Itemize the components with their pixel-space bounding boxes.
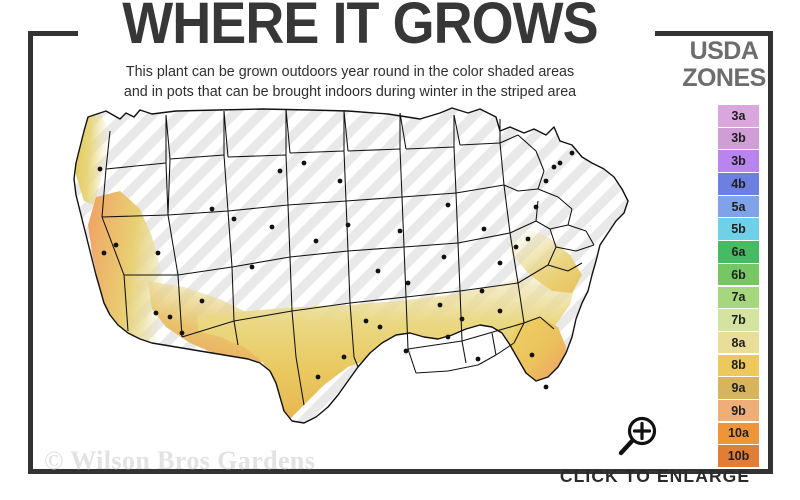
legend-swatch-label: 10b (727, 449, 750, 464)
legend-swatch-label: 5b (731, 222, 746, 237)
frame-border-right (768, 31, 773, 474)
page-title: WHERE IT GROWS (122, 0, 598, 56)
map-state-outlines (73, 107, 629, 424)
frame-border-bottom (28, 469, 773, 474)
magnifier-plus-svg (618, 416, 657, 456)
frame-border-top-right (655, 31, 773, 36)
legend-swatch-label: 5a (731, 199, 746, 214)
legend-swatch-9b-13[interactable]: 9b (718, 399, 759, 422)
legend-swatch-9a-12[interactable]: 9a (718, 377, 759, 399)
watermark-credit: © Wilson Bros Gardens (44, 446, 316, 475)
legend-swatch-10a-14[interactable]: 10a (718, 422, 759, 445)
legend-heading: USDA ZONES (672, 38, 776, 92)
legend-swatch-10b-15[interactable]: 10b (718, 445, 759, 467)
click-to-enlarge-label[interactable]: CLICK TO ENLARGE (559, 466, 751, 486)
legend-swatch-label: 3a (731, 108, 746, 123)
legend-zone-list: 3a 3b 3b 4b 5a 5b 6a 6b 7a 7b 8a 8b 9a 9b 10a 10b (718, 105, 759, 468)
legend-swatch-label: 8a (731, 335, 746, 350)
usda-zone-map[interactable] (48, 105, 658, 435)
legend-swatch-label: 6b (731, 267, 746, 282)
legend-swatch-3b-1[interactable]: 3b (718, 127, 759, 150)
frame-border-left (28, 31, 33, 474)
legend-swatch-6a-6[interactable]: 6a (718, 241, 759, 263)
legend-heading-line-1: USDA (689, 37, 759, 65)
legend-swatch-label: 10a (728, 426, 749, 441)
legend-swatch-label: 9a (731, 381, 746, 395)
subtitle-line-2: and in pots that can be brought indoors … (123, 84, 577, 101)
legend-swatch-6b-7[interactable]: 6b (718, 263, 759, 286)
legend-swatch-label: 8b (731, 358, 746, 373)
legend-swatch-label: 3b (731, 131, 746, 146)
legend-swatch-5b-5[interactable]: 5b (718, 218, 759, 240)
legend-swatch-4b-3[interactable]: 4b (718, 173, 759, 195)
legend-swatch-3b-2[interactable]: 3b (718, 150, 759, 172)
subtitle-text: This plant can be grown outdoors year ro… (45, 62, 655, 103)
frame-border-top-left (28, 31, 78, 36)
legend-swatch-label: 7b (731, 312, 746, 327)
legend-swatch-3a-0[interactable]: 3a (718, 105, 759, 127)
legend-swatch-8a-10[interactable]: 8a (718, 331, 759, 354)
legend-heading-line-2: ZONES (682, 64, 766, 92)
legend-swatch-label: 9b (731, 403, 746, 418)
legend-swatch-label: 6a (731, 244, 746, 259)
magnifier-plus-icon[interactable] (612, 415, 662, 461)
legend-swatch-7a-8[interactable]: 7a (718, 286, 759, 308)
legend-swatch-7b-9[interactable]: 7b (718, 309, 759, 331)
map-svg (73, 107, 629, 424)
map-city-dots (97, 150, 575, 390)
legend-swatch-8b-11[interactable]: 8b (718, 354, 759, 377)
subtitle-line-1: This plant can be grown outdoors year ro… (125, 64, 575, 80)
legend-swatch-label: 3b (731, 154, 746, 169)
legend-swatch-5a-4[interactable]: 5a (718, 195, 759, 218)
legend-swatch-label: 4b (731, 176, 746, 191)
legend-swatch-label: 7a (731, 290, 746, 305)
